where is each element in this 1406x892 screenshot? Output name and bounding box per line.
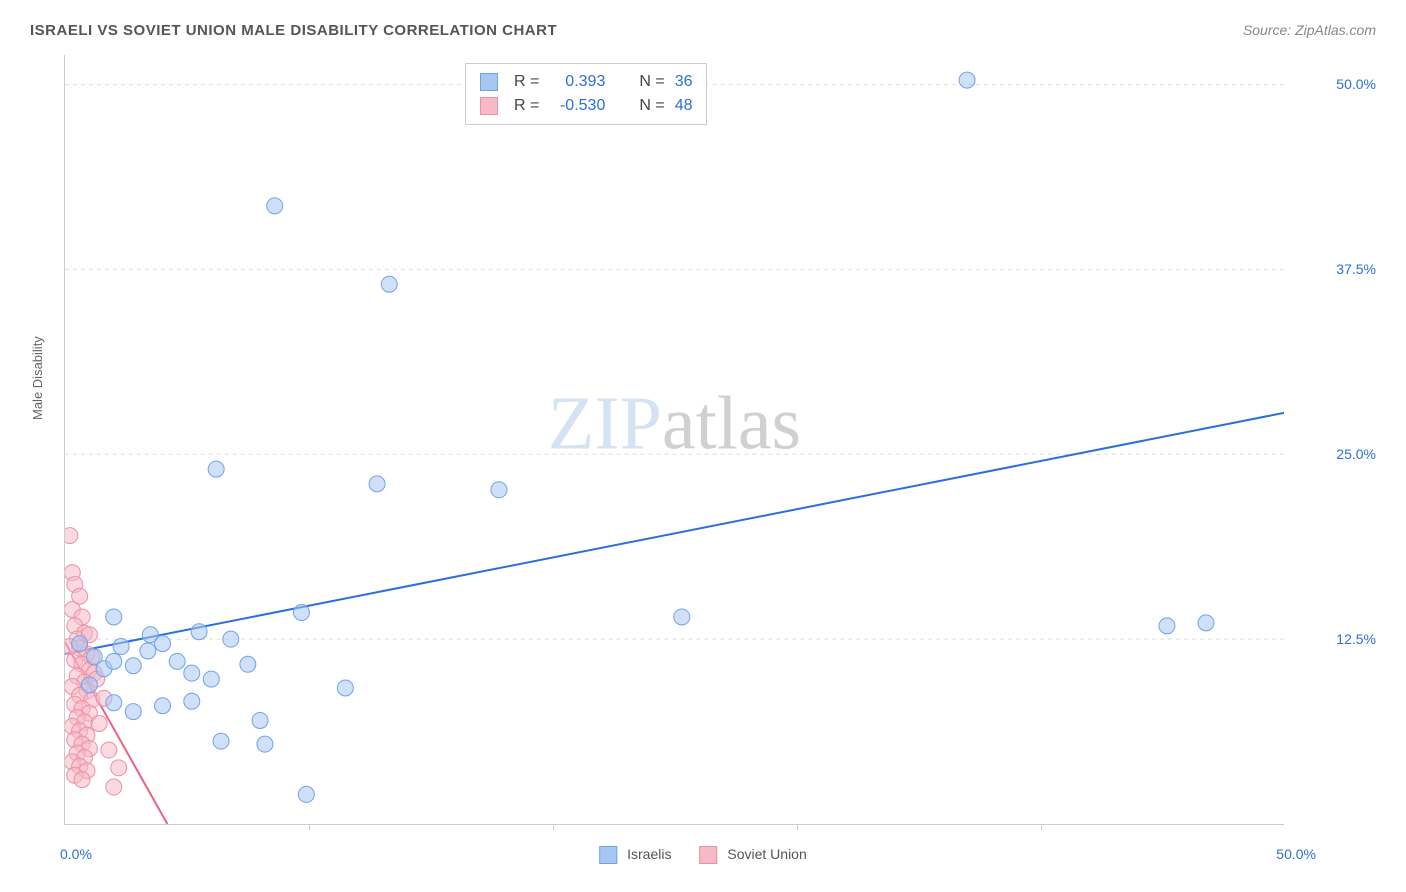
chart-title: ISRAELI VS SOVIET UNION MALE DISABILITY …: [30, 22, 557, 39]
x-tick: [309, 824, 310, 830]
y-tick-label: 37.5%: [1336, 261, 1376, 277]
x-tick: [797, 824, 798, 830]
source-label: Source: ZipAtlas.com: [1243, 22, 1376, 38]
correlation-legend: R = 0.393 N = 36 R = -0.530 N = 48: [465, 63, 707, 125]
legend-label-soviet: Soviet Union: [727, 846, 806, 862]
scatter-svg: [65, 55, 1284, 824]
y-tick-label: 50.0%: [1336, 76, 1376, 92]
r-label: R =: [514, 70, 539, 94]
series-legend: Israelis Soviet Union: [599, 846, 807, 864]
y-tick-label: 12.5%: [1336, 631, 1376, 647]
legend-item-israelis: Israelis: [599, 846, 671, 864]
x-tick-min: 0.0%: [60, 846, 92, 862]
legend-swatch-israelis: [599, 846, 617, 864]
x-tick: [553, 824, 554, 830]
n-value-israelis: 36: [675, 70, 693, 94]
legend-row-soviet: R = -0.530 N = 48: [480, 94, 692, 118]
x-tick-max: 50.0%: [1276, 846, 1316, 862]
n-label: N =: [639, 70, 664, 94]
n-label: N =: [639, 94, 664, 118]
r-value-israelis: 0.393: [549, 70, 605, 94]
legend-swatch-israelis: [480, 73, 498, 91]
legend-label-israelis: Israelis: [627, 846, 671, 862]
y-axis-label: Male Disability: [30, 336, 45, 420]
r-label: R =: [514, 94, 539, 118]
legend-swatch-soviet: [699, 846, 717, 864]
r-value-soviet: -0.530: [549, 94, 605, 118]
y-tick-label: 25.0%: [1336, 446, 1376, 462]
x-tick: [1041, 824, 1042, 830]
legend-row-israelis: R = 0.393 N = 36: [480, 70, 692, 94]
plot-area: ZIPatlas R = 0.393 N = 36 R = -0.530 N =…: [64, 55, 1284, 825]
legend-item-soviet: Soviet Union: [699, 846, 806, 864]
legend-swatch-soviet: [480, 97, 498, 115]
n-value-soviet: 48: [675, 94, 693, 118]
